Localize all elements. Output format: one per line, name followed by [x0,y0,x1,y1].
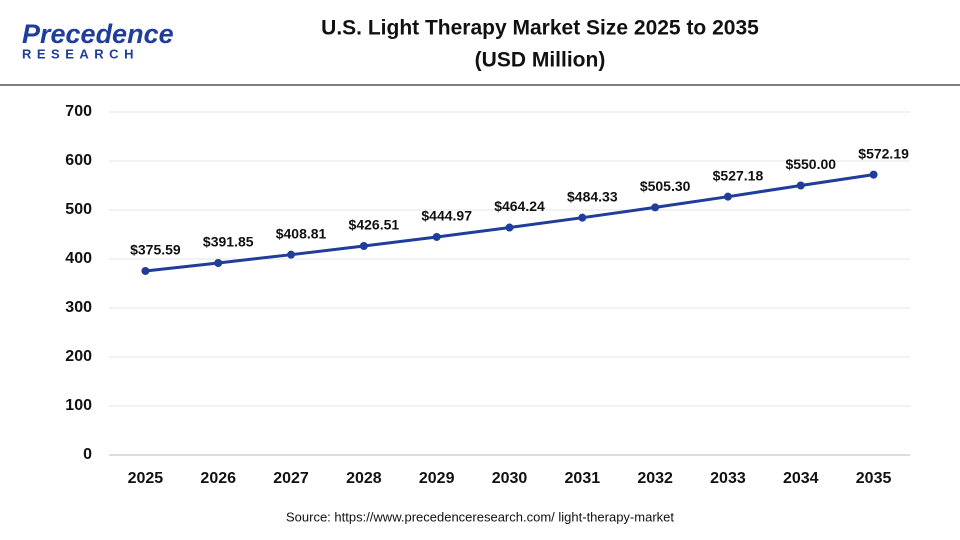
x-tick-label: 2027 [273,470,309,487]
y-tick-label: 600 [65,152,92,169]
data-point [359,242,368,251]
data-point [578,213,587,222]
data-label: $464.24 [494,198,545,214]
y-tick-label: 700 [65,103,92,120]
data-point [141,266,150,275]
data-label: $527.18 [713,167,764,183]
x-tick-label: 2031 [565,470,601,487]
data-label: $572.19 [858,145,909,161]
data-point [796,181,805,190]
x-tick-label: 2033 [710,470,746,487]
y-tick-label: 200 [65,348,92,365]
source-note: Source: https://www.precedenceresearch.c… [286,509,674,524]
x-tick-label: 2030 [492,470,528,487]
data-label: $408.81 [276,225,327,241]
data-point [214,258,223,267]
x-tick-label: 2035 [856,470,892,487]
data-label: $375.59 [130,242,181,258]
data-point [869,170,878,179]
y-tick-label: 400 [65,250,92,267]
data-point [723,192,732,201]
x-tick-label: 2034 [783,470,819,487]
x-tick-label: 2032 [637,470,673,487]
data-point [505,223,514,232]
x-tick-label: 2029 [419,470,455,487]
data-label: $505.30 [640,178,691,194]
data-point [287,250,296,259]
data-label: $391.85 [203,234,254,250]
chart-title: U.S. Light Therapy Market Size 2025 to 2… [321,17,759,40]
y-tick-label: 0 [83,446,92,463]
y-tick-label: 100 [65,397,92,414]
data-label: $444.97 [421,208,472,224]
logo-name: Precedence [22,19,174,49]
x-tick-label: 2025 [128,470,164,487]
logo-tagline: RESEARCH [22,46,139,61]
data-label: $550.00 [785,156,836,172]
y-tick-label: 500 [65,201,92,218]
data-label: $426.51 [349,217,400,233]
x-tick-label: 2028 [346,470,382,487]
y-tick-label: 300 [65,299,92,316]
data-point [651,203,660,212]
chart-subtitle: (USD Million) [475,49,606,72]
data-label: $484.33 [567,188,618,204]
x-tick-label: 2026 [200,470,236,487]
data-point [432,232,441,241]
